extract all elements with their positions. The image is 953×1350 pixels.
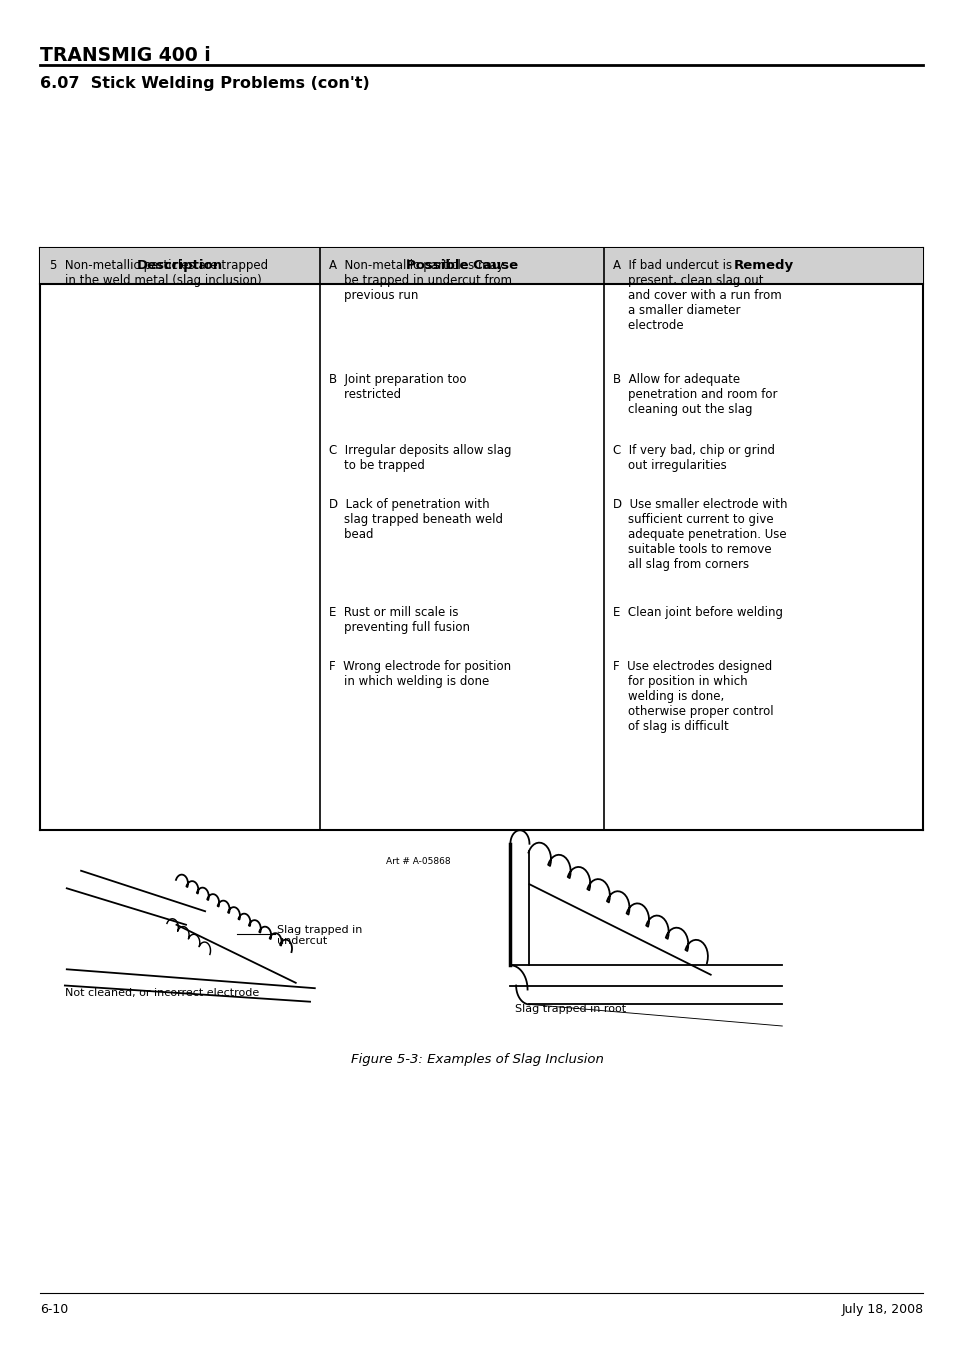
Text: D  Lack of penetration with
    slag trapped beneath weld
    bead: D Lack of penetration with slag trapped … (329, 498, 502, 541)
Text: E  Clean joint before welding: E Clean joint before welding (613, 606, 782, 620)
Text: F  Use electrodes designed
    for position in which
    welding is done,
    ot: F Use electrodes designed for position i… (613, 660, 773, 733)
Text: Description: Description (136, 259, 223, 273)
Text: Remedy: Remedy (733, 259, 793, 273)
Text: 6-10: 6-10 (40, 1303, 69, 1316)
Text: Not cleaned, or incorrect electrode: Not cleaned, or incorrect electrode (65, 988, 259, 998)
Text: A  Non-metallic particles may
    be trapped in undercut from
    previous run: A Non-metallic particles may be trapped … (329, 259, 512, 302)
Text: Slag trapped in root: Slag trapped in root (515, 1004, 625, 1014)
Text: July 18, 2008: July 18, 2008 (841, 1303, 923, 1316)
Text: Art # A-05868: Art # A-05868 (386, 857, 451, 867)
Text: Figure 5-3: Examples of Slag Inclusion: Figure 5-3: Examples of Slag Inclusion (350, 1053, 603, 1066)
Text: F  Wrong electrode for position
    in which welding is done: F Wrong electrode for position in which … (329, 660, 511, 688)
Bar (40, 248, 923, 284)
Text: B  Allow for adequate
    penetration and room for
    cleaning out the slag: B Allow for adequate penetration and roo… (613, 373, 777, 416)
Text: C  If very bad, chip or grind
    out irregularities: C If very bad, chip or grind out irregul… (613, 444, 775, 472)
Text: E  Rust or mill scale is
    preventing full fusion: E Rust or mill scale is preventing full … (329, 606, 470, 634)
Text: Possible Cause: Possible Cause (405, 259, 517, 273)
Text: 6.07  Stick Welding Problems (con't): 6.07 Stick Welding Problems (con't) (40, 76, 370, 90)
Text: C  Irregular deposits allow slag
    to be trapped: C Irregular deposits allow slag to be tr… (329, 444, 511, 472)
Text: A  If bad undercut is
    present, clean slag out
    and cover with a run from
: A If bad undercut is present, clean slag… (613, 259, 781, 332)
Text: 5  Non-metallic particles are trapped
    in the weld metal (slag inclusion): 5 Non-metallic particles are trapped in … (50, 259, 268, 288)
Text: B  Joint preparation too
    restricted: B Joint preparation too restricted (329, 373, 466, 401)
Text: Slag trapped in
undercut: Slag trapped in undercut (276, 925, 361, 946)
Text: TRANSMIG 400 i: TRANSMIG 400 i (40, 46, 211, 65)
Text: D  Use smaller electrode with
    sufficient current to give
    adequate penetr: D Use smaller electrode with sufficient … (613, 498, 787, 571)
